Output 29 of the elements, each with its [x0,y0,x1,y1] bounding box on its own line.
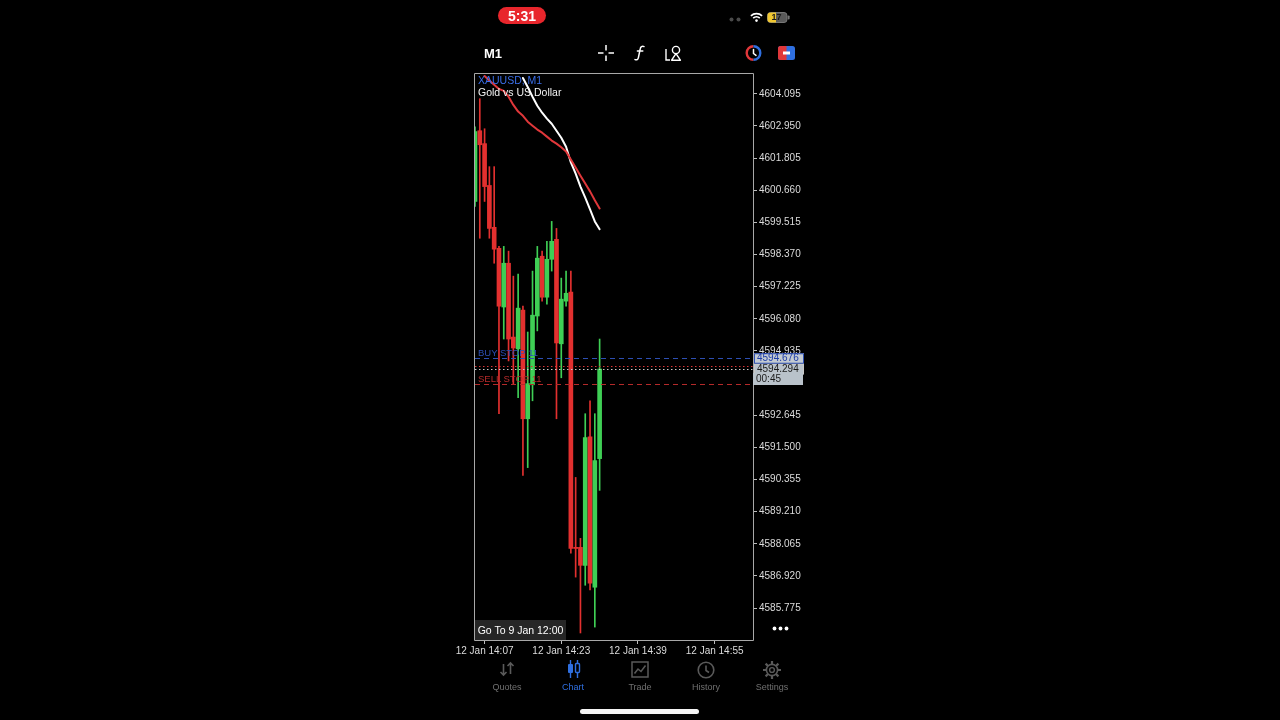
y-tick-label: 4601.805 [759,151,802,163]
text: Settings [754,682,790,693]
y-tick-label: 4585.775 [759,601,802,613]
annotation: Go To 9 Jan 12:00 [475,620,566,640]
y-tick-label: 4604.095 [759,87,802,99]
text: Chart [561,682,585,693]
x-tick-label: 12 Jan 14:23 [532,644,591,656]
y-tick-label: 4598.370 [759,248,802,260]
y-tick-label: 4602.950 [759,119,802,131]
y-tick-label: 4600.660 [759,183,802,195]
y-tick-label: 4599.515 [759,216,802,228]
y-tick-label: 4588.065 [759,537,802,549]
y-tick-label: 4596.080 [759,312,802,324]
x-tick-label: 12 Jan 14:55 [685,644,745,656]
y-tick-label: 4590.355 [759,473,802,485]
text: 00:45 [753,373,803,385]
y-tick-label: 4586.920 [759,569,802,581]
text: 5:31 [498,7,546,24]
y-tick-label: 4591.500 [759,441,802,453]
x-tick-label: 12 Jan 14:39 [609,644,668,656]
y-tick-label: 4597.225 [759,280,802,292]
y-tick-label: 4589.210 [759,505,802,517]
text: History [691,682,721,693]
text: 4594.294 [757,363,800,375]
text: Trade [627,682,653,693]
text: Quotes [491,682,523,693]
text: M1 [484,45,504,61]
y-tick-label: 4592.645 [759,409,802,421]
x-tick-label: 12 Jan 14:07 [455,644,514,656]
